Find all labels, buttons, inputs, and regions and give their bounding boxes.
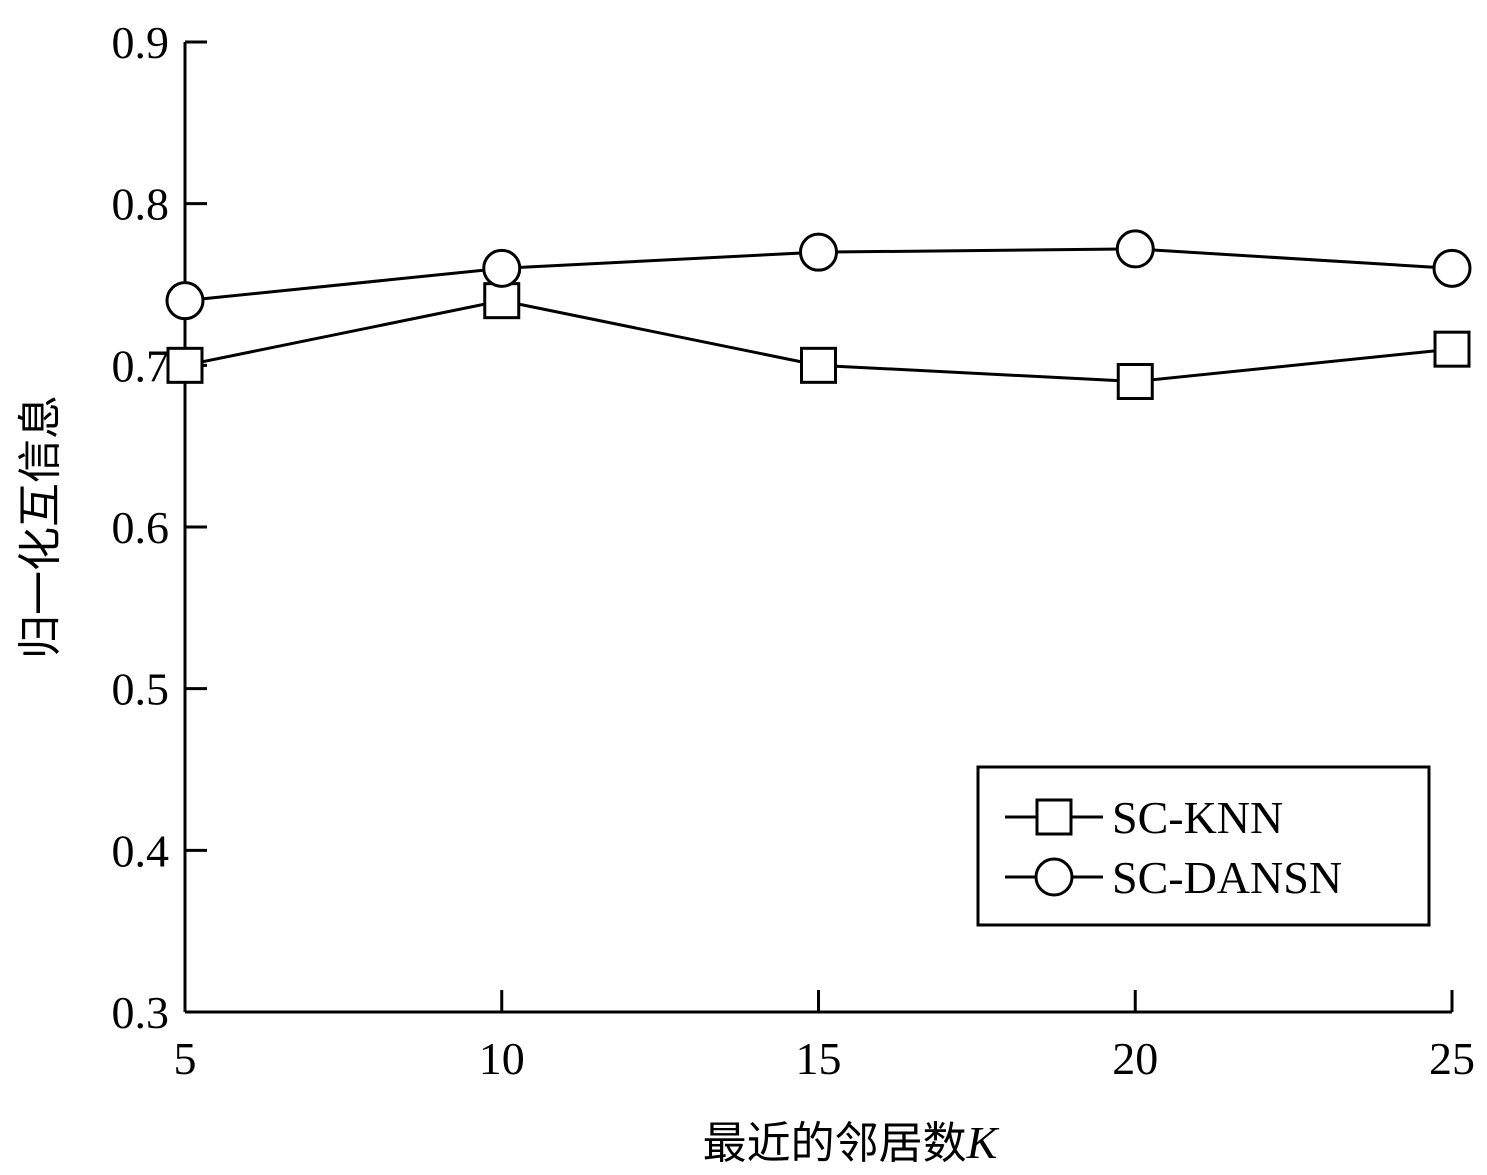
y-tick-label: 0.3 — [112, 987, 170, 1038]
y-axis-ticks: 0.3 0.4 0.5 0.6 0.7 0.8 0.9 — [112, 17, 207, 1038]
data-point-sc-knn — [166, 346, 204, 384]
legend-marker-sc-dansn — [1034, 857, 1074, 897]
y-tick-label: 0.8 — [112, 179, 170, 230]
data-point-sc-knn — [1116, 363, 1154, 400]
x-tick-label: 15 — [796, 1033, 842, 1084]
legend-marker-sc-knn — [1035, 798, 1073, 836]
data-point-sc-dansn — [799, 232, 838, 272]
data-point-sc-knn — [483, 282, 521, 320]
x-axis-ticks: 5 10 15 20 25 — [174, 990, 1475, 1084]
y-axis-title: 归一化互信息 — [15, 395, 66, 659]
legend-label-sc-knn: SC-KNN — [1112, 792, 1283, 843]
x-tick-label: 5 — [174, 1033, 197, 1084]
y-tick-label: 0.6 — [112, 502, 170, 553]
x-axis-title-variable: K — [966, 1117, 1000, 1168]
legend-label-sc-dansn: SC-DANSN — [1112, 852, 1342, 903]
data-point-sc-dansn — [1432, 248, 1472, 288]
x-tick-label: 10 — [479, 1033, 525, 1084]
y-tick-label: 0.4 — [112, 825, 170, 876]
data-point-sc-dansn — [482, 248, 522, 288]
x-axis-title: 最近的邻居数K — [703, 1117, 1000, 1169]
data-point-sc-dansn — [1115, 229, 1155, 269]
x-tick-label: 25 — [1429, 1033, 1475, 1084]
legend: SC-KNN SC-DANSN — [976, 765, 1431, 927]
data-point-sc-knn — [1433, 330, 1471, 368]
x-tick-label: 20 — [1112, 1033, 1158, 1084]
y-tick-label: 0.7 — [112, 340, 170, 391]
legend-box — [976, 765, 1431, 927]
y-tick-label: 0.9 — [112, 17, 170, 68]
data-point-sc-knn — [800, 346, 837, 384]
series-layer — [165, 229, 1472, 400]
data-point-sc-dansn — [165, 281, 205, 321]
y-tick-label: 0.5 — [112, 664, 170, 715]
